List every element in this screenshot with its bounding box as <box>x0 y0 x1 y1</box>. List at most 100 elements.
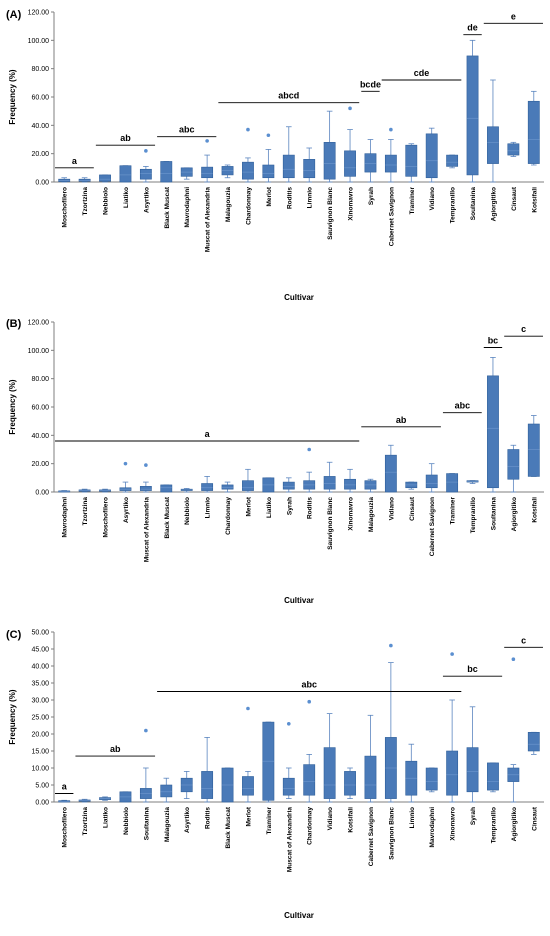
box-vidiano <box>384 444 397 493</box>
iqr-box <box>282 777 295 796</box>
x-tick-label: Moschofilero <box>103 497 110 537</box>
box-limnio <box>303 147 316 183</box>
outlier-point <box>348 106 352 111</box>
x-tick-label: Limnio <box>205 497 212 518</box>
box-kotsifali <box>344 767 356 799</box>
iqr-box <box>323 476 336 490</box>
iqr-box <box>507 449 520 480</box>
significance-label: abc <box>179 125 195 135</box>
box-liatiko <box>262 477 275 493</box>
iqr-box <box>405 144 418 177</box>
x-tick-label: Tempranillo <box>490 807 497 843</box>
iqr-box <box>221 484 234 490</box>
x-tick-label: Agiorgitiko <box>511 497 518 531</box>
box-limnio <box>201 476 214 493</box>
significance-label: abc <box>301 680 317 690</box>
iqr-box <box>364 153 377 173</box>
outlier-point <box>389 643 393 648</box>
iqr-box <box>160 161 173 183</box>
box-asyrtiko <box>119 461 132 493</box>
box-soultanina <box>466 39 479 183</box>
box-tempranillo <box>487 762 499 793</box>
iqr-box <box>242 480 254 491</box>
box-black-muscat <box>221 767 234 803</box>
y-tick-label: 50.00 <box>31 630 49 637</box>
iqr-box <box>201 771 214 799</box>
x-tick-label: Merlot <box>245 806 252 826</box>
box-agiorgitiko <box>507 657 520 803</box>
x-tick-label: Mavrodaphni <box>429 807 436 848</box>
iqr-box <box>446 473 459 493</box>
box-merlot <box>262 133 275 183</box>
significance-label: bcde <box>360 79 381 89</box>
iqr-box <box>160 484 173 493</box>
x-tick-label: Sauvignon Blanc <box>327 497 334 550</box>
iqr-box <box>425 474 438 489</box>
iqr-box <box>262 164 275 179</box>
x-tick-label: Chardonnay <box>307 807 314 845</box>
significance-label: a <box>72 156 78 166</box>
x-tick-label: Tzortzina <box>82 187 89 216</box>
x-tick-label: Syrah <box>286 497 293 515</box>
x-tick-label: Xinomavro <box>450 807 457 841</box>
y-tick-label: 20.00 <box>31 151 49 158</box>
iqr-box <box>466 55 479 176</box>
box-traminer <box>446 473 459 493</box>
box-malagouzia <box>221 164 234 179</box>
box-liatiko <box>99 796 111 801</box>
x-tick-label: Soultanina <box>490 497 497 531</box>
box-asyrtiko <box>139 149 152 183</box>
x-tick-label: Malagouzia <box>225 187 232 222</box>
x-tick-label: Xinomavro <box>348 187 355 221</box>
box-muscat-of-alexandria <box>139 463 152 493</box>
significance-label: bc <box>467 664 478 674</box>
x-tick-label: Tzortzina <box>82 497 89 526</box>
x-tick-label: Traminer <box>266 807 273 835</box>
x-tick-label: Limnio <box>307 187 314 208</box>
panel-label: (A) <box>6 9 22 21</box>
box-roditis <box>201 737 214 803</box>
y-tick-label: 0.00 <box>35 490 49 497</box>
box-merlot <box>242 706 254 803</box>
iqr-box <box>384 154 397 173</box>
box-cabernet-savignon <box>425 463 438 493</box>
y-tick-label: 20.00 <box>31 461 49 468</box>
x-tick-label: Syrah <box>368 187 375 205</box>
iqr-box <box>282 154 295 179</box>
y-tick-label: 120.00 <box>28 320 50 327</box>
x-tick-label: Chardonnay <box>225 497 232 535</box>
x-tick-label: Nebbiolo <box>184 497 191 525</box>
y-tick-label: 20.00 <box>31 732 49 739</box>
outlier-point <box>450 652 454 656</box>
iqr-box <box>303 159 316 179</box>
x-tick-label: Agiorgitiko <box>490 187 497 221</box>
box-nebbiolo <box>119 791 132 803</box>
y-tick-label: 15.00 <box>31 749 49 756</box>
box-tzortzina <box>78 798 91 803</box>
box-syrah <box>282 477 295 493</box>
x-tick-label: Black Muscat <box>164 496 171 538</box>
iqr-box <box>160 784 173 798</box>
iqr-box <box>527 731 540 752</box>
iqr-box <box>282 481 295 490</box>
iqr-box <box>344 771 356 796</box>
chart-panel-3: (C) 0.00 5.00 10.00 15.00 20.00 25.00 30.00 35.0… <box>6 629 544 920</box>
x-tick-label: Asyrtiko <box>184 807 191 833</box>
iqr-box <box>487 126 499 164</box>
significance-label: a <box>62 782 68 792</box>
box-moschofilero <box>58 799 71 803</box>
box-mavrodaphni <box>425 767 438 793</box>
iqr-box <box>119 165 132 183</box>
x-tick-label: Cinsaut <box>409 496 416 521</box>
box-sauvignon-blanc <box>323 110 336 183</box>
y-tick-label: 30.00 <box>31 698 49 705</box>
outlier-point <box>286 722 291 726</box>
iqr-box <box>323 142 336 180</box>
x-tick-label: Soultanina <box>143 807 150 841</box>
x-tick-label: Roditis <box>286 187 293 209</box>
box-black-muscat <box>160 161 173 183</box>
box-agiorgitiko <box>507 444 520 493</box>
iqr-box <box>139 486 152 491</box>
x-tick-label: Limnio <box>409 807 416 828</box>
